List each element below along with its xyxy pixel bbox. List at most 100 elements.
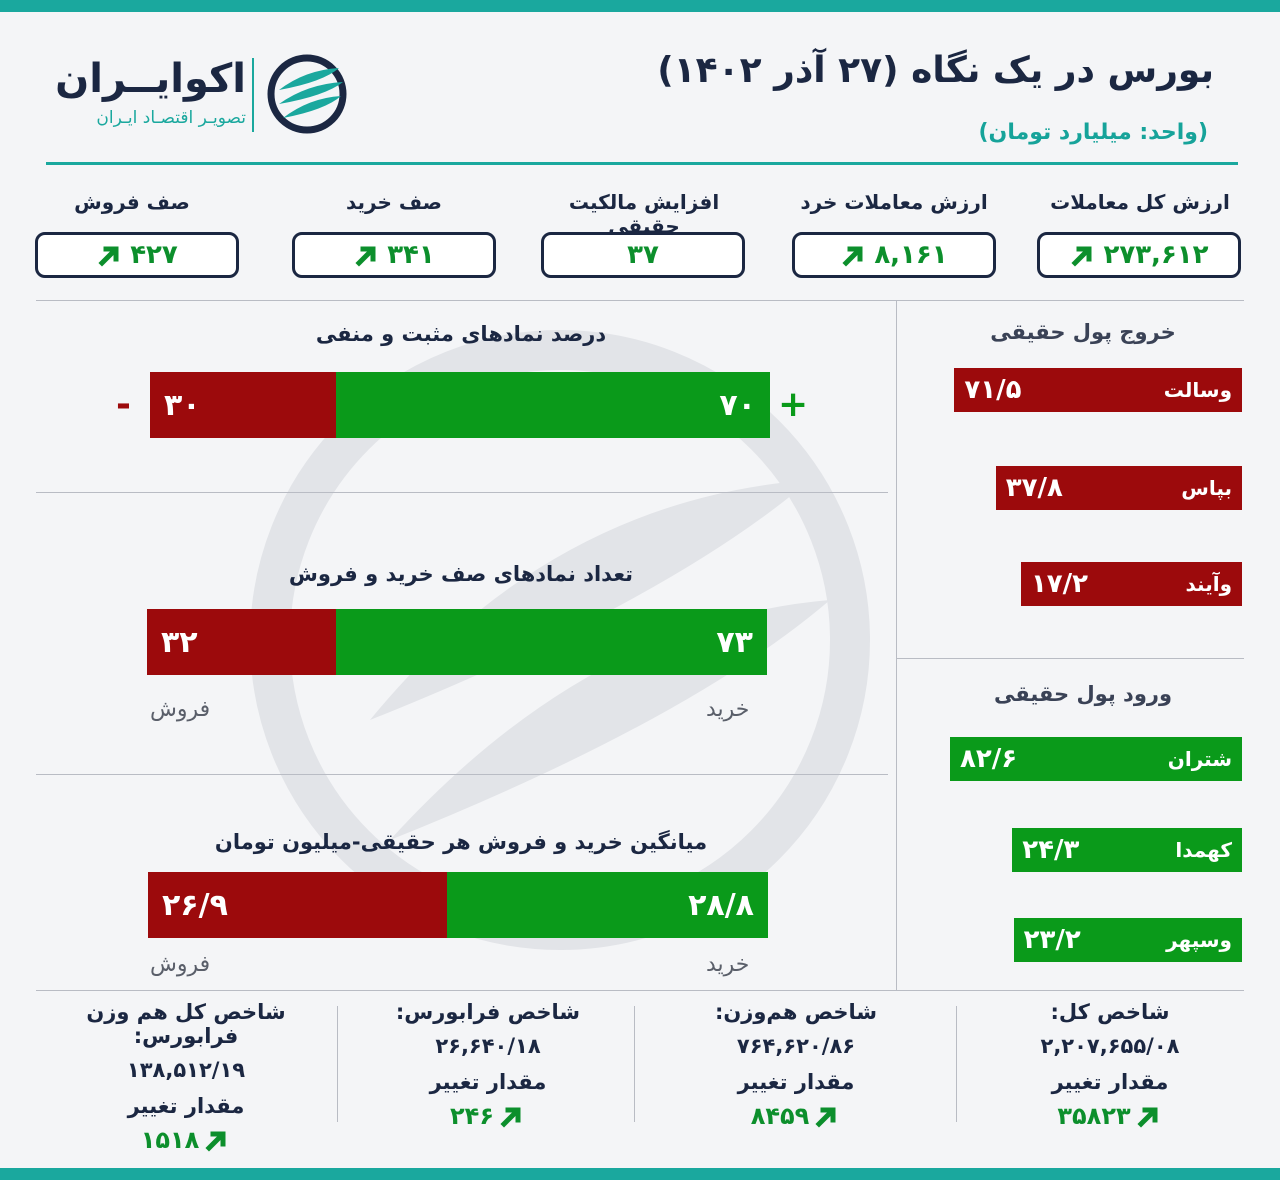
outflow-bar: وآیند ۱۷/۲ [1020,562,1242,606]
index-equal-weight: شاخص هم‌وزن: ۷۶۴,۶۲۰/۸۶ مقدار تغییر ۸۴۵۹ [646,1000,946,1130]
trend-up-arrow-icon [500,1107,521,1128]
symbol-name: وسپهر [1166,928,1232,952]
chart-title-positive-negative: درصد نمادهای مثبت و منفی [315,322,607,346]
outflow-bar: وسالت ۷۱/۵ [954,368,1242,412]
stacked-bar-queue-count: ۳۲ ۷۳ [147,609,767,675]
change-value: ۲۴۶ [450,1102,494,1130]
index-name: شاخص کل: [1050,1000,1170,1024]
stat-box-retail-value: ۸,۱۶۱ [792,232,996,278]
bar-value-label: ۳۲ [161,624,198,660]
bar-value-label: ۲۶/۹ [162,887,228,923]
stat-label-buy-queue: صف خرید [345,190,443,214]
legend-sell: فروش [150,697,211,722]
change-value: ۳۵۸۲۳ [1057,1102,1131,1130]
minus-sign: - [116,384,131,425]
ecoiran-logo-icon [267,54,347,134]
index-value: ۱۳۸,۵۱۲/۱۹ [126,1058,246,1082]
stat-box-sell-queue: ۴۲۷ [35,232,239,278]
divider [337,1006,338,1122]
page-title: بورس در یک نگاه (۲۷ آذر ۱۴۰۲) [657,50,1214,91]
index-change: ۳۵۸۲۳ [960,1102,1260,1130]
change-label: مقدار تغییر [127,1094,245,1118]
divider [36,492,888,493]
bar-segment-buy: ۷۳ [335,609,767,675]
plus-sign: + [778,384,809,425]
symbol-name: وسالت [1163,378,1232,402]
stacked-bar-average-trade: ۲۶/۹ ۲۸/۸ [148,872,768,938]
bar-value-label: ۲۸/۸ [688,887,754,923]
index-total: شاخص کل: ۲,۲۰۷,۶۵۵/۰۸ مقدار تغییر ۳۵۸۲۳ [960,1000,1260,1130]
bar-segment-negative: ۳۰ [150,372,336,438]
divider [896,658,1244,659]
trend-up-arrow-icon [815,1107,836,1128]
divider [634,1006,635,1122]
index-change: ۱۵۱۸ [36,1126,336,1154]
index-name: شاخص هم‌وزن: [714,1000,878,1024]
index-farabourse-equal-weight: شاخص کل هم وزن فرابورس: ۱۳۸,۵۱۲/۱۹ مقدار… [36,1000,336,1154]
bar-segment-buy: ۲۸/۸ [447,872,768,938]
index-value: ۲۶,۶۴۰/۱۸ [435,1034,541,1058]
symbol-value: ۳۷/۸ [1005,473,1063,503]
trend-up-arrow-icon [1071,246,1092,267]
symbol-name: بپاس [1181,476,1232,500]
symbol-name: وآیند [1185,572,1232,596]
divider [896,300,897,990]
chart-title-queue-count: تعداد نمادهای صف خرید و فروش [288,562,634,586]
change-value: ۸۴۵۹ [750,1102,810,1130]
symbol-value: ۸۲/۶ [960,744,1018,774]
unit-label: (واحد: میلیارد تومان) [978,120,1209,145]
stat-label-retail-value: ارزش معاملات خرد [800,190,988,214]
trend-up-arrow-icon [1137,1107,1158,1128]
symbol-name: شتران [1167,747,1232,771]
stat-label-real-ownership: افزایش مالکیت حقیقی [568,190,720,238]
index-change: ۸۴۵۹ [646,1102,946,1130]
bar-value-label: ۷۳ [716,624,753,660]
trend-up-arrow-icon [98,246,119,267]
trend-up-arrow-icon [355,246,376,267]
header-divider [46,162,1238,165]
inflow-bar: وسپهر ۲۳/۲ [1013,918,1242,962]
logo-tagline: تصویـر اقتصـاد ایـران [96,108,246,128]
change-label: مقدار تغییر [737,1070,855,1094]
index-change: ۲۴۶ [338,1102,638,1130]
divider [956,1006,957,1122]
symbol-name: کهمدا [1175,838,1232,862]
outflow-title: خروج پول حقیقی [990,320,1176,344]
outflow-bar: بپاس ۳۷/۸ [995,466,1242,510]
divider [36,300,1244,301]
bar-value-label: ۷۰ [719,387,756,423]
bar-value-label: ۳۰ [164,387,201,423]
trend-up-arrow-icon [205,1131,226,1152]
bottom-accent-bar [0,1168,1280,1180]
stat-box-buy-queue: ۳۴۱ [292,232,496,278]
symbol-value: ۲۳/۲ [1023,925,1081,955]
legend-sell: فروش [150,952,211,977]
change-label: مقدار تغییر [1051,1070,1169,1094]
top-accent-bar [0,0,1280,12]
divider [36,990,1244,991]
legend-buy: خرید [706,697,750,722]
stat-value: ۴۲۷ [130,240,178,270]
inflow-title: ورود پول حقیقی [993,682,1173,706]
stat-box-total-value: ۲۷۳,۶۱۲ [1037,232,1241,278]
stat-value: ۲۷۳,۶۱۲ [1103,240,1209,270]
logo-separator [252,58,254,132]
index-name: شاخص کل هم وزن فرابورس: [86,1000,286,1048]
symbol-value: ۷۱/۵ [964,375,1022,405]
stat-label-total-value: ارزش کل معاملات [1050,190,1230,214]
divider [36,774,888,775]
bar-segment-sell: ۲۶/۹ [148,872,448,938]
index-value: ۷۶۴,۶۲۰/۸۶ [736,1034,856,1058]
stat-value: ۳۴۱ [387,240,435,270]
index-farabourse: شاخص فرابورس: ۲۶,۶۴۰/۱۸ مقدار تغییر ۲۴۶ [338,1000,638,1130]
stacked-bar-positive-negative: ۳۰ ۷۰ [150,372,770,438]
stat-label-sell-queue: صف فروش [74,190,190,214]
index-name: شاخص فرابورس: [395,1000,581,1024]
symbol-value: ۲۴/۳ [1022,835,1080,865]
legend-buy: خرید [706,952,750,977]
inflow-bar: کهمدا ۲۴/۳ [1012,828,1242,872]
change-label: مقدار تغییر [429,1070,547,1094]
stat-value: ۳۷ [627,240,659,270]
trend-up-arrow-icon [842,246,863,267]
index-value: ۲,۲۰۷,۶۵۵/۰۸ [1040,1034,1180,1058]
